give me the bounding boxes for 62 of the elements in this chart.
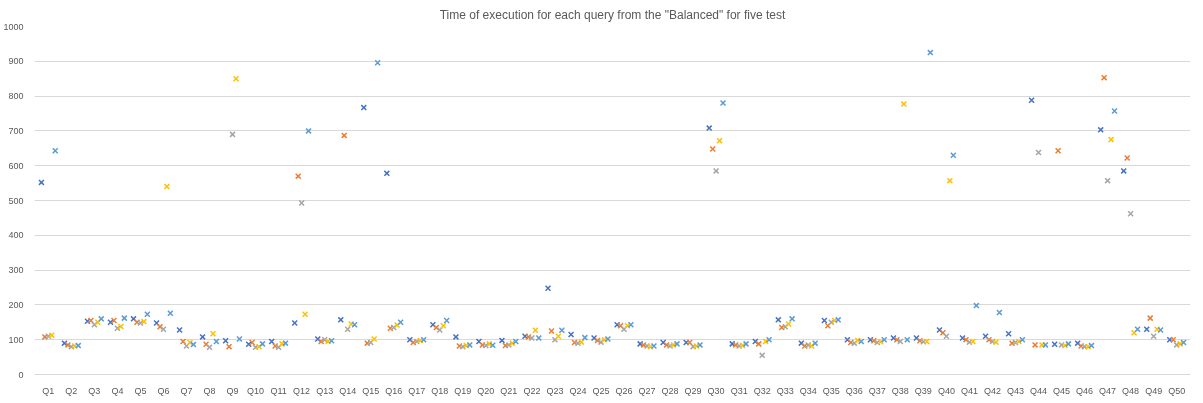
y-tick-label: 600 bbox=[8, 160, 24, 171]
x-tick-label: Q6 bbox=[157, 385, 170, 396]
x-tick-label: Q8 bbox=[203, 385, 216, 396]
x-tick-label: Q46 bbox=[1076, 385, 1094, 396]
x-tick-label: Q17 bbox=[408, 385, 426, 396]
x-tick-label: Q45 bbox=[1053, 385, 1071, 396]
x-tick-label: Q42 bbox=[983, 385, 1001, 396]
x-tick-label: Q11 bbox=[270, 385, 287, 396]
x-tick-label: Q50 bbox=[1168, 385, 1186, 396]
x-tick-label: Q14 bbox=[339, 385, 357, 396]
x-tick-label: Q28 bbox=[661, 385, 679, 396]
x-tick-label: Q7 bbox=[180, 385, 193, 396]
chart-title: Time of execution for each query from the "Balanced" for five test bbox=[439, 7, 786, 22]
y-tick-label: 800 bbox=[8, 91, 24, 102]
x-tick-label: Q43 bbox=[1006, 385, 1024, 396]
x-tick-label: Q49 bbox=[1145, 385, 1163, 396]
x-tick-label: Q21 bbox=[500, 385, 518, 396]
x-tick-label: Q44 bbox=[1030, 385, 1048, 396]
x-tick-label: Q2 bbox=[65, 385, 78, 396]
y-tick-label: 100 bbox=[8, 334, 24, 345]
x-tick-label: Q9 bbox=[226, 385, 239, 396]
x-tick-label: Q34 bbox=[799, 385, 817, 396]
y-tick-label: 0 bbox=[18, 369, 24, 380]
x-tick-label: Q19 bbox=[454, 385, 472, 396]
x-tick-label: Q15 bbox=[362, 385, 380, 396]
x-tick-label: Q38 bbox=[891, 385, 909, 396]
x-tick-label: Q32 bbox=[753, 385, 771, 396]
x-tick-label: Q13 bbox=[316, 385, 334, 396]
y-tick-label: 500 bbox=[8, 195, 24, 206]
x-tick-label: Q20 bbox=[477, 385, 495, 396]
y-tick-label: 900 bbox=[8, 56, 24, 67]
x-tick-label: Q41 bbox=[960, 385, 978, 396]
y-tick-label: 400 bbox=[8, 230, 24, 241]
y-tick-label: 200 bbox=[8, 299, 24, 310]
x-tick-label: Q5 bbox=[134, 385, 147, 396]
x-tick-label: Q3 bbox=[88, 385, 101, 396]
x-tick-label: Q47 bbox=[1099, 385, 1117, 396]
x-tick-label: Q12 bbox=[293, 385, 311, 396]
x-tick-label: Q10 bbox=[247, 385, 265, 396]
x-tick-label: Q48 bbox=[1122, 385, 1140, 396]
x-tick-label: Q23 bbox=[546, 385, 564, 396]
x-tick-label: Q25 bbox=[592, 385, 610, 396]
x-tick-label: Q4 bbox=[111, 385, 124, 396]
x-tick-label: Q24 bbox=[569, 385, 587, 396]
x-tick-label: Q16 bbox=[385, 385, 403, 396]
x-tick-label: Q35 bbox=[822, 385, 840, 396]
x-tick-label: Q18 bbox=[431, 385, 449, 396]
x-tick-label: Q40 bbox=[937, 385, 955, 396]
x-tick-label: Q33 bbox=[776, 385, 794, 396]
x-tick-label: Q27 bbox=[638, 385, 656, 396]
x-tick-label: Q36 bbox=[845, 385, 863, 396]
x-tick-label: Q26 bbox=[615, 385, 633, 396]
y-tick-label: 1000 bbox=[3, 21, 24, 32]
y-tick-label: 300 bbox=[8, 265, 24, 276]
x-tick-label: Q30 bbox=[707, 385, 725, 396]
y-tick-label: 700 bbox=[8, 125, 24, 136]
x-tick-label: Q37 bbox=[868, 385, 886, 396]
x-tick-label: Q22 bbox=[523, 385, 541, 396]
x-tick-label: Q29 bbox=[684, 385, 702, 396]
x-tick-label: Q31 bbox=[730, 385, 748, 396]
x-tick-label: Q39 bbox=[914, 385, 932, 396]
x-tick-label: Q1 bbox=[42, 385, 55, 396]
